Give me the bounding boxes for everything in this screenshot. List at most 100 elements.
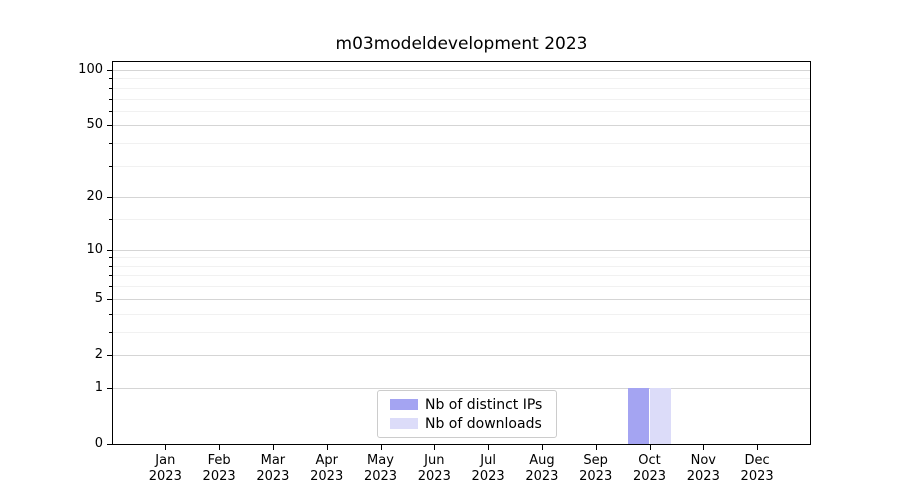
y-minor-tick [109,98,112,100]
y-minor-gridline [113,219,810,221]
y-minor-gridline [113,78,810,80]
x-tick-month: Jun [424,453,445,468]
legend-item-downloads: Nb of downloads [390,416,556,432]
x-tick-year: 2023 [256,469,290,484]
y-tick-label: 2 [94,346,103,362]
y-minor-tick [109,331,112,333]
x-tick [326,445,328,450]
x-tick-month: Jan [155,453,176,468]
y-tick-label: 0 [94,436,103,451]
y-minor-tick [109,87,112,89]
y-tick-label: 50 [86,117,103,133]
y-minor-tick [109,219,112,221]
y-gridline [113,354,810,356]
y-gridline [113,249,810,251]
x-tick-month: Feb [207,453,231,468]
y-tick-label: 10 [86,241,103,257]
x-tick-label: Dec 2023 [727,453,787,485]
x-tick-label: Sep 2023 [566,453,626,485]
x-tick [595,445,597,450]
x-tick-year: 2023 [148,469,182,484]
y-minor-tick [109,78,112,80]
y-minor-gridline [113,98,810,100]
x-tick-label: Apr 2023 [297,453,357,485]
x-tick [272,445,274,450]
x-tick-year: 2023 [471,469,505,484]
x-tick-label: Jun 2023 [404,453,464,485]
y-minor-tick [109,143,112,145]
y-minor-gridline [113,87,810,89]
y-minor-gridline [113,165,810,167]
y-major-tick [107,444,112,445]
y-gridline [113,298,810,300]
x-tick-month: Jul [480,453,496,468]
x-tick-month: May [367,453,394,468]
x-tick [649,445,651,450]
x-tick-year: 2023 [310,469,344,484]
y-major-tick [107,197,112,199]
y-gridline [113,70,810,71]
x-tick-label: Mar 2023 [243,453,303,485]
y-minor-tick [109,275,112,277]
legend-swatch-distinct-ips [390,399,418,410]
y-minor-gridline [113,257,810,259]
y-minor-gridline [113,313,810,315]
x-tick-month: Oct [638,453,661,468]
x-tick-year: 2023 [202,469,236,484]
y-minor-tick [109,265,112,267]
x-tick-label: Jan 2023 [135,453,195,485]
y-major-tick [107,125,112,127]
x-tick-month: Apr [315,453,338,468]
y-tick-label: 20 [86,189,103,205]
y-major-tick [107,249,112,251]
x-tick-label: Nov 2023 [673,453,733,485]
y-minor-tick [109,110,112,112]
plot-area [112,61,811,445]
y-minor-tick [109,286,112,288]
y-minor-gridline [113,331,810,333]
y-major-tick [107,387,112,389]
y-tick-label: 1 [94,379,103,395]
x-tick-month: Mar [260,453,286,468]
legend-item-distinct-ips: Nb of distinct IPs [390,397,556,413]
x-tick-month: Dec [744,453,770,468]
y-tick-label: 5 [94,290,103,306]
x-tick [541,445,543,450]
x-tick-year: 2023 [579,469,613,484]
chart-title: m03modeldevelopment 2023 [335,34,588,54]
x-tick [488,445,490,450]
x-tick-month: Sep [583,453,608,468]
y-minor-gridline [113,110,810,112]
x-tick-year: 2023 [417,469,451,484]
y-minor-gridline [113,275,810,277]
x-tick [757,445,759,450]
x-tick [380,445,382,450]
x-tick-label: May 2023 [351,453,411,485]
y-minor-tick [109,313,112,315]
y-minor-gridline [113,143,810,145]
legend-label-distinct-ips: Nb of distinct IPs [425,396,543,413]
x-tick-year: 2023 [740,469,774,484]
legend-swatch-downloads [390,418,418,429]
y-minor-tick [109,257,112,259]
x-tick-year: 2023 [686,469,720,484]
x-tick-label: Oct 2023 [620,453,680,485]
legend: Nb of distinct IPs Nb of downloads [377,390,557,438]
y-major-tick [107,354,112,356]
y-minor-gridline [113,286,810,288]
x-tick [703,445,705,450]
y-minor-tick [109,165,112,167]
bar-nb-of-distinct-ips-oct [627,387,650,444]
x-tick-label: Jul 2023 [458,453,518,485]
y-major-tick [107,298,112,300]
x-tick-year: 2023 [363,469,398,484]
y-minor-gridline [113,265,810,267]
y-gridline [113,125,810,127]
y-tick-label: 100 [78,62,103,77]
x-tick-month: Aug [529,453,555,468]
bar-nb-of-downloads-oct [649,387,672,444]
x-tick [165,445,167,450]
x-tick-year: 2023 [525,469,559,484]
y-major-tick [107,70,112,71]
